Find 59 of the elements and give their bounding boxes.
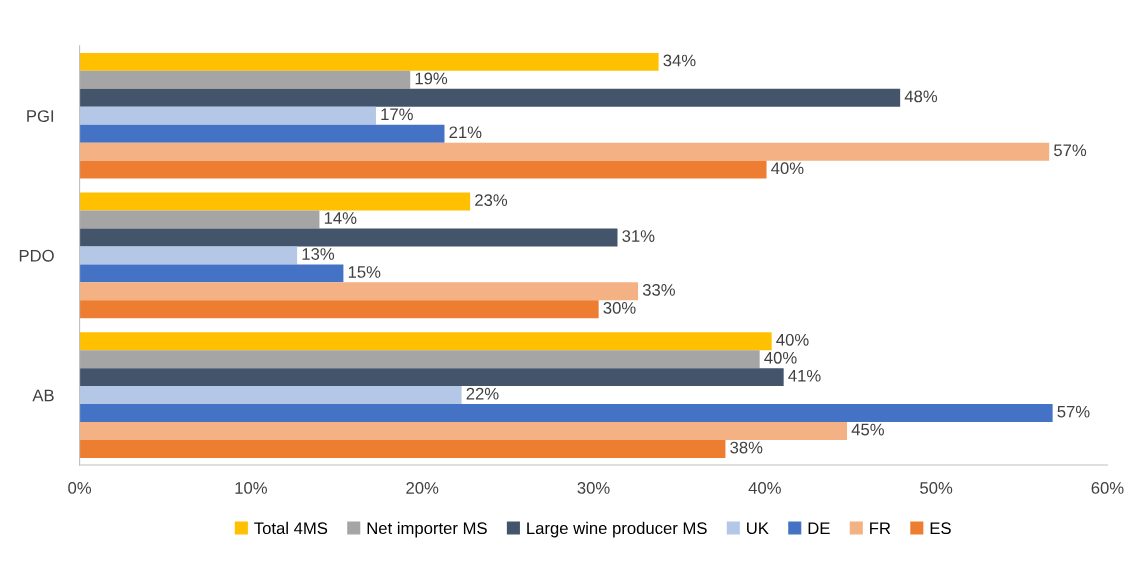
- legend-label: ES: [930, 522, 951, 535]
- data-label: 41%: [788, 369, 821, 382]
- data-label: 15%: [348, 266, 381, 278]
- bar: [79, 350, 760, 369]
- data-label: 22%: [466, 387, 499, 400]
- bar: [79, 228, 618, 247]
- bar: [79, 142, 1050, 161]
- data-label: 34%: [663, 54, 696, 67]
- x-tick-label: 20%: [406, 482, 439, 494]
- data-label: 23%: [475, 194, 508, 207]
- bar: [79, 300, 599, 319]
- bar: [79, 264, 344, 283]
- data-label: 40%: [776, 333, 809, 346]
- data-label: 19%: [415, 72, 448, 85]
- y-tick-label: PGI: [27, 110, 54, 122]
- data-label: 17%: [381, 108, 413, 121]
- bar: [79, 404, 1053, 423]
- data-label: 40%: [764, 351, 797, 364]
- data-label: 14%: [324, 212, 357, 224]
- data-label: 48%: [904, 90, 938, 103]
- data-label: 38%: [730, 441, 763, 454]
- bar: [79, 160, 767, 179]
- x-tick-label: 0%: [68, 482, 92, 494]
- x-tick-label: 50%: [920, 482, 953, 494]
- bar: [79, 386, 462, 405]
- bar: [79, 422, 848, 440]
- data-label: 21%: [449, 126, 482, 139]
- x-tick-label: 10%: [235, 482, 267, 494]
- bar: [79, 368, 784, 387]
- legend-label: Large wine producer MS: [527, 521, 707, 538]
- data-label: 31%: [622, 230, 655, 242]
- y-tick-label: AB: [32, 389, 54, 402]
- bar: [79, 52, 659, 71]
- bar: [79, 282, 639, 301]
- data-label: 40%: [771, 162, 804, 175]
- bar: [79, 332, 772, 351]
- data-label: 13%: [302, 248, 335, 260]
- data-label: 45%: [851, 423, 884, 436]
- bar: [79, 192, 471, 211]
- legend-label: DE: [808, 522, 830, 534]
- data-label: 57%: [1054, 144, 1087, 157]
- y-tick-label: PDO: [19, 249, 54, 262]
- legend-label: UK: [747, 522, 769, 535]
- bar: [79, 70, 411, 89]
- bar: [79, 440, 726, 458]
- data-label: 30%: [603, 301, 636, 314]
- data-label: 33%: [642, 284, 675, 296]
- bar: [79, 124, 445, 143]
- x-tick-label: 30%: [577, 482, 610, 494]
- bar: [79, 106, 376, 125]
- legend-label: FR: [870, 522, 891, 534]
- bar: [79, 88, 901, 107]
- x-tick-label: 60%: [1091, 482, 1124, 494]
- legend-label: Total 4MS: [254, 521, 328, 535]
- legend-label: Net importer MS: [367, 521, 487, 538]
- bar: [79, 246, 298, 265]
- data-label: 57%: [1057, 405, 1090, 418]
- bar: [79, 210, 320, 229]
- x-tick-label: 40%: [748, 482, 781, 494]
